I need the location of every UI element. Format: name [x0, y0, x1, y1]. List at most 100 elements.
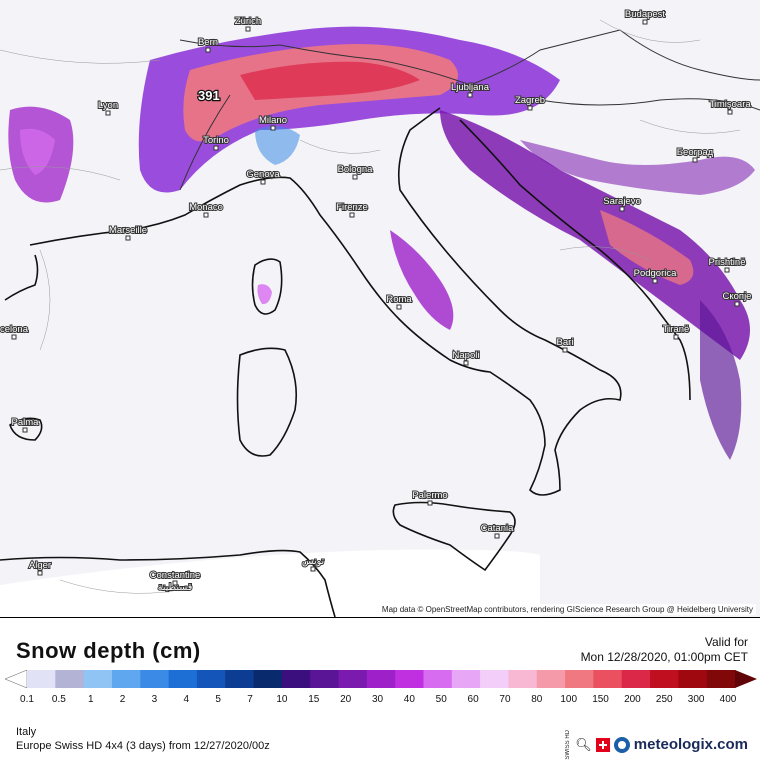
city-label: Tiranë — [663, 324, 690, 335]
city-dot — [727, 109, 733, 115]
scale-min-arrow — [5, 670, 28, 688]
city-dot — [527, 105, 533, 111]
city-barcelona: celona — [0, 323, 30, 340]
map-attribution: Map data © OpenStreetMap contributors, r… — [378, 604, 756, 615]
city-dot — [203, 212, 209, 218]
city-budapest: Budapest — [624, 8, 666, 25]
region-label: Italy — [16, 726, 37, 738]
city-dot — [37, 570, 43, 576]
city-dot — [352, 174, 358, 180]
city-ljubljana: Ljubljana — [450, 81, 491, 98]
scale-tick-label: 200 — [624, 694, 641, 705]
city-label: Bari — [557, 337, 574, 348]
city-genova: Genova — [245, 168, 281, 185]
city-label: تونس — [302, 556, 325, 567]
city-dot — [673, 334, 679, 340]
scale-swatch — [253, 670, 283, 688]
city-label: Sarajevo — [603, 196, 641, 207]
city-label: Zürich — [235, 16, 261, 27]
scale-tick-label: 0.1 — [20, 694, 34, 705]
city-label: Napoli — [453, 350, 480, 361]
city-timisoara: Timişoara — [708, 98, 752, 115]
city-zagreb: Zagreb — [514, 94, 546, 111]
scale-tick-label: 0.5 — [51, 694, 66, 705]
scale-ticks: 0.1 0.5 1 2 3 4 5 7 10 15 20 30 40 50 60 70 80 100 150 200 2… — [0, 694, 760, 708]
city-dot — [692, 157, 698, 163]
scale-tick-label: 100 — [560, 694, 578, 705]
legend-title: Snow depth (cm) — [16, 638, 201, 663]
city-sarajevo: Sarajevo — [602, 195, 642, 212]
scale-swatch — [678, 670, 708, 688]
scale-tick-label: 250 — [655, 694, 673, 705]
brand-icon — [613, 736, 630, 753]
scale-swatch — [140, 670, 170, 688]
scale-tick-label: 15 — [308, 694, 320, 705]
city-label: Bologna — [338, 164, 374, 175]
city-label: Roma — [386, 294, 412, 305]
city-label: قسنطينة — [158, 582, 193, 593]
scale-swatch — [366, 670, 396, 688]
city-label: Београд — [677, 147, 714, 158]
city-torino: Torino — [202, 134, 230, 151]
city-bari: Bari — [556, 336, 574, 353]
city-label: Timişoara — [709, 99, 751, 110]
city-label: Lyon — [98, 100, 118, 111]
swiss-flag-icon — [595, 737, 610, 752]
city-tunis: تونس — [301, 555, 326, 572]
city-labels: Zürich Bern Budapest Lyon Milano Ljubljana Zag… — [0, 8, 752, 594]
city-dot — [562, 347, 568, 353]
city-marseille: Marseille — [108, 224, 148, 241]
city-label: Prishtinë — [709, 257, 746, 268]
city-dot — [105, 110, 111, 116]
city-roma: Roma — [385, 293, 413, 310]
city-dot — [396, 304, 402, 310]
city-dot — [463, 360, 469, 366]
coastlines — [0, 107, 691, 617]
weather-map[interactable]: 391 Zürich Bern Budapest Lyon Milano Ljubljan… — [0, 0, 760, 618]
city-dot — [172, 580, 178, 586]
scale-tick-label: 60 — [467, 694, 479, 705]
city-dot — [494, 533, 500, 539]
scale-swatch — [593, 670, 623, 688]
model-info: Europe Swiss HD 4x4 (3 days) from 12/27/… — [16, 740, 270, 752]
scale-swatch — [565, 670, 594, 688]
city-napoli: Napoli — [452, 349, 480, 366]
brand-name: meteologix.com — [633, 736, 748, 754]
city-label: Скопје — [723, 291, 752, 302]
scale-tick-label: 3 — [151, 694, 158, 705]
scale-swatch — [111, 670, 141, 688]
city-dot — [724, 267, 730, 273]
city-dot — [349, 212, 355, 218]
scale-swatch — [536, 670, 566, 688]
scale-swatch — [650, 670, 679, 688]
country-borders — [179, 29, 760, 191]
city-label: Budapest — [625, 9, 666, 20]
city-dot — [213, 145, 219, 151]
meteologix-logo[interactable]: SWISS HD 🔍︎ meteologix.com — [565, 730, 748, 760]
city-dot — [22, 427, 28, 433]
scale-swatch — [168, 670, 198, 688]
peak-value-label: 391 — [198, 88, 220, 103]
scale-swatch — [338, 670, 368, 688]
scale-swatch — [706, 670, 736, 688]
scale-tick-label: 150 — [592, 694, 609, 705]
scale-tick-label: 40 — [403, 694, 415, 705]
scale-swatch — [508, 670, 538, 688]
city-label: Zagreb — [515, 95, 545, 106]
city-dot — [427, 500, 433, 506]
city-label: Ljubljana — [451, 82, 490, 93]
scale-tick-label: 400 — [719, 694, 737, 705]
scale-tick-label: 300 — [687, 694, 705, 705]
valid-for-label: Valid for — [704, 635, 748, 649]
magnifier-icon: 🔍︎ — [575, 736, 592, 752]
scale-tick-label: 50 — [435, 694, 447, 705]
scale-max-arrow — [735, 670, 757, 688]
city-label: Genova — [246, 169, 280, 180]
scale-tick-label: 30 — [371, 694, 384, 705]
city-tirane: Tiranë — [662, 323, 690, 340]
scale-swatch — [621, 670, 651, 688]
city-dot — [205, 47, 211, 53]
city-dot — [642, 19, 648, 25]
city-constantine-ar: قسنطينة — [157, 581, 194, 594]
city-dot — [260, 179, 266, 185]
